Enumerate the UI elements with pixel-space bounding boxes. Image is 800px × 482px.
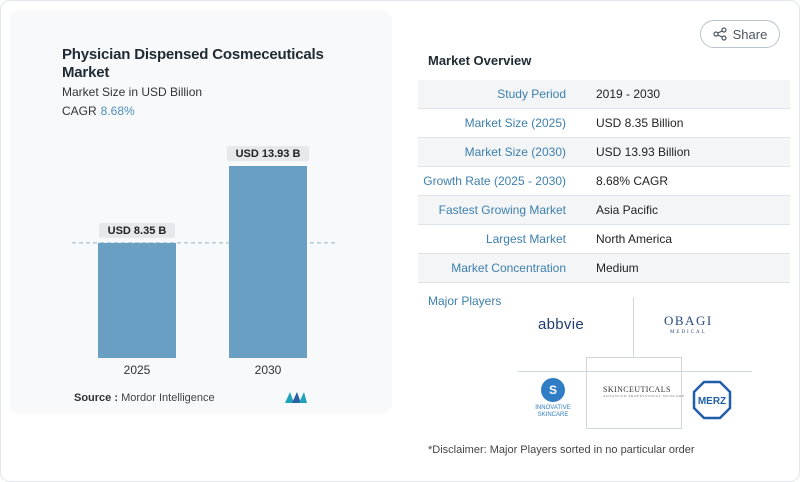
abbvie-logo: abbvie: [538, 316, 585, 333]
overview-value: Asia Pacific: [596, 203, 659, 217]
source-label: Source :: [74, 392, 119, 404]
overview-row: Largest Market North America: [418, 225, 790, 254]
chart-subtitle: Market Size in USD Billion: [62, 85, 203, 99]
overview-label: Market Size (2030): [464, 145, 566, 159]
innovative-skincare-logo: S INNOVATIVE SKINCARE: [528, 378, 578, 419]
overview-row: Market Size (2030) USD 13.93 Billion: [418, 138, 790, 167]
overview-label: Largest Market: [485, 232, 566, 246]
share-label: Share: [732, 26, 768, 42]
grid-divider: [586, 357, 587, 429]
overview-row: Market Concentration Medium: [418, 254, 790, 283]
overview-value: USD 8.35 Billion: [596, 116, 684, 130]
mordor-logo-icon: [285, 392, 307, 403]
merz-logo-text: MERZ: [698, 396, 726, 407]
grid-divider: [681, 357, 682, 429]
overview-row: Market Size (2025) USD 8.35 Billion: [418, 109, 790, 138]
overview-label: Market Concentration: [451, 261, 566, 275]
overview-value: USD 13.93 Billion: [596, 145, 691, 159]
overview-value: Medium: [596, 261, 639, 275]
grid-divider: [586, 357, 682, 358]
overview-label: Fastest Growing Market: [438, 203, 566, 217]
overview-row: Fastest Growing Market Asia Pacific: [418, 196, 790, 225]
overview-value: 8.68% CAGR: [596, 174, 669, 188]
share-button[interactable]: Share: [700, 20, 780, 48]
source-line: Source : Mordor Intelligence: [74, 392, 215, 404]
innovative-skincare-mark-icon: S: [541, 378, 565, 402]
obagi-logo-name: OBAGI: [664, 313, 713, 328]
source-value: Mordor Intelligence: [121, 392, 215, 404]
chart-card: [10, 10, 392, 414]
cagr-label: CAGR: [62, 104, 97, 118]
overview-label: Study Period: [497, 87, 566, 101]
disclaimer: *Disclaimer: Major Players sorted in no …: [428, 444, 695, 456]
overview-title: Market Overview: [428, 53, 532, 68]
overview-row: Study Period 2019 - 2030: [418, 80, 790, 109]
merz-logo: MERZ: [692, 380, 732, 420]
overview-value: North America: [596, 232, 673, 246]
skinceuticals-logo-sub: ADVANCED PROFESSIONAL SKINCARE: [603, 394, 685, 398]
grid-divider: [586, 428, 682, 429]
overview-label: Market Size (2025): [464, 116, 566, 130]
overview-table: Study Period 2019 - 2030 Market Size (202…: [418, 80, 790, 283]
players-title: Major Players: [428, 294, 502, 308]
overview-label: Growth Rate (2025 - 2030): [423, 174, 566, 188]
skinceuticals-logo-name: SKINCEUTICALS: [603, 385, 671, 394]
innovative-skincare-name: INNOVATIVE SKINCARE: [535, 405, 571, 418]
obagi-logo: OBAGI MEDICAL: [664, 313, 713, 339]
overview-row: Growth Rate (2025 - 2030) 8.68% CAGR: [418, 167, 790, 196]
share-icon: [713, 27, 727, 41]
chart-title: Physician Dispensed Cosmeceuticals Marke…: [62, 46, 324, 81]
overview-value: 2019 - 2030: [596, 87, 661, 101]
grid-divider: [633, 297, 634, 357]
skinceuticals-logo: SKINCEUTICALS ADVANCED PROFESSIONAL SKIN…: [603, 385, 685, 398]
cagr-line: CAGR 8.68%: [62, 104, 135, 118]
grid-divider: [518, 371, 752, 372]
obagi-logo-sub: MEDICAL: [669, 330, 707, 335]
cagr-value: 8.68%: [100, 104, 135, 118]
